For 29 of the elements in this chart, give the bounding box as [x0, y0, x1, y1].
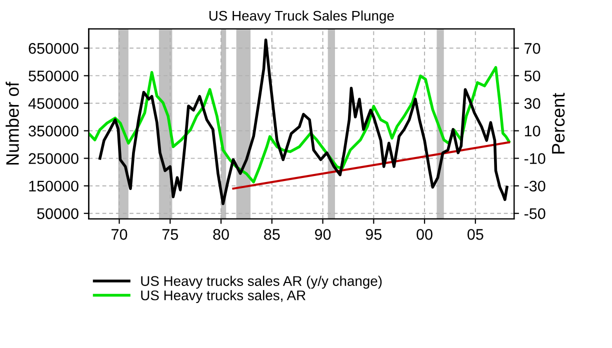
- x-tick-label: 70: [112, 229, 128, 240]
- legend-label: US Heavy trucks sales, AR: [141, 290, 306, 304]
- x-tick-label: 75: [162, 229, 178, 240]
- x-tick-label: 00: [416, 229, 432, 240]
- x-tick-label: 95: [366, 229, 382, 240]
- y-tick-label: 550000: [28, 70, 78, 82]
- y-tick-label: 350000: [28, 126, 78, 136]
- y-tick-label: 150000: [29, 180, 78, 192]
- y-tick-label: 650000: [28, 43, 78, 54]
- line-series: [88, 66, 510, 184]
- y2-tick-label: -50: [524, 208, 546, 220]
- x-tick-label: 90: [315, 229, 331, 240]
- legend-label: US Heavy trucks sales AR (y/y change): [141, 276, 382, 289]
- y-axis-title: Number of: [6, 82, 19, 165]
- x-tick-label: 85: [264, 229, 280, 240]
- y2-tick-label: -10: [524, 153, 546, 164]
- y-tick-label: 450000: [28, 98, 78, 109]
- y2-tick-label: 50: [524, 70, 540, 82]
- chart-title: US Heavy Truck Sales Plunge: [209, 10, 394, 24]
- y2-tick-label: -30: [524, 180, 546, 192]
- x-tick-label: 05: [468, 229, 484, 240]
- y2-tick-label: 10: [524, 126, 540, 136]
- line-series: [98, 38, 508, 206]
- y2-axis-title: Percent: [552, 92, 565, 154]
- x-tick-label: 80: [213, 229, 229, 240]
- y-tick-label: 250000: [28, 153, 78, 164]
- y-tick-label: 50000: [37, 208, 78, 220]
- y2-tick-label: 30: [524, 98, 540, 109]
- y2-tick-label: 70: [524, 43, 540, 54]
